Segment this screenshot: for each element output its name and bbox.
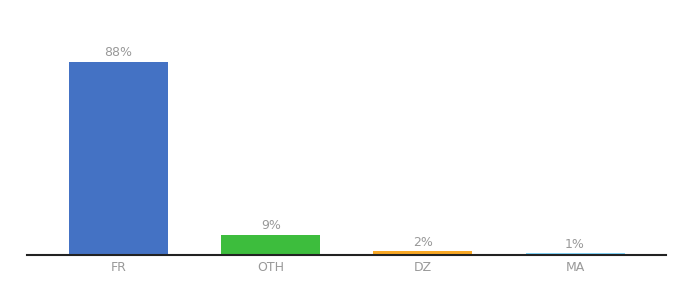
Bar <box>373 250 473 255</box>
Bar <box>526 253 624 255</box>
Text: 1%: 1% <box>565 238 585 251</box>
Bar <box>69 62 168 255</box>
Text: 2%: 2% <box>413 236 433 249</box>
Text: 88%: 88% <box>105 46 133 59</box>
Text: 9%: 9% <box>260 219 281 232</box>
Bar <box>221 235 320 255</box>
